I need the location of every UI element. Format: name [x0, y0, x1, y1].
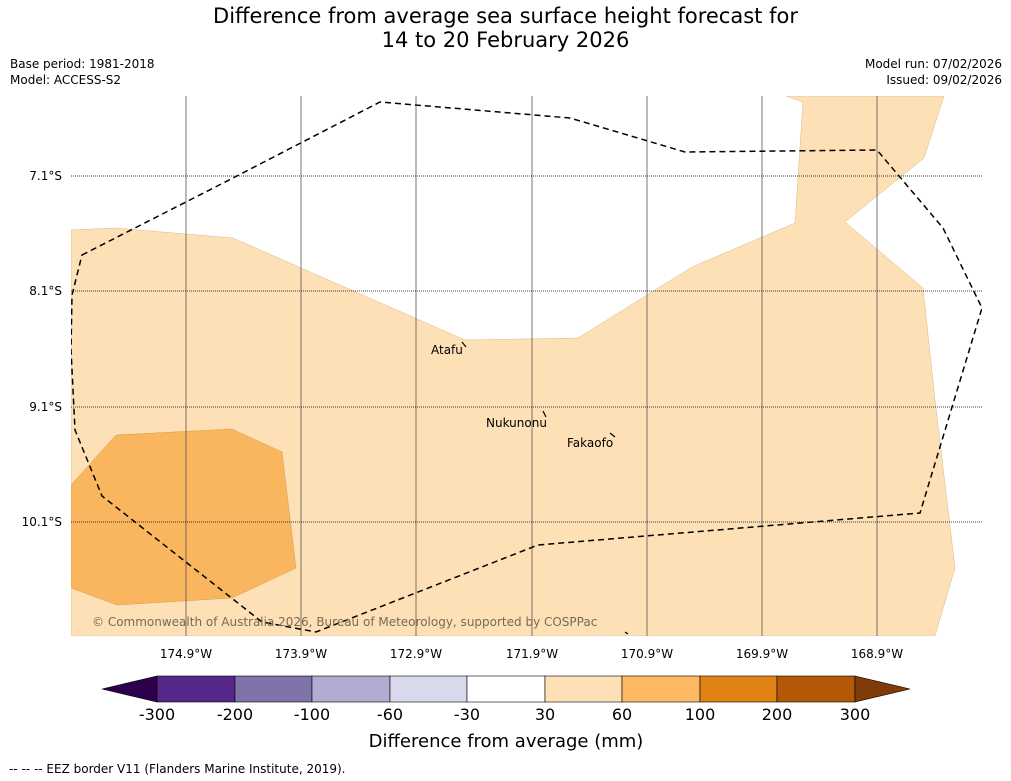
colorbar-tick: 30 — [535, 705, 555, 724]
colorbar-label: Difference from average (mm) — [369, 731, 644, 752]
colorbar-tick: -100 — [294, 705, 330, 724]
colorbar-tick: 300 — [840, 705, 871, 724]
chart-title: Difference from average sea surface heig… — [0, 4, 1011, 52]
region-30-60-main — [71, 96, 956, 636]
model-name: Model: ACCESS-S2 — [10, 73, 122, 87]
longitude-labels: 174.9°W 173.9°W 172.9°W 171.9°W 170.9°W … — [160, 647, 903, 661]
place-fakaofo: Fakaofo — [567, 436, 613, 450]
lon-label: 171.9°W — [506, 647, 558, 661]
lon-label: 174.9°W — [160, 647, 212, 661]
colorbar: -300 -200 -100 -60 -30 30 60 100 200 300… — [101, 675, 911, 752]
colorbar-tick: 60 — [612, 705, 632, 724]
lon-label: 169.9°W — [736, 647, 788, 661]
colorbar-extend-low — [101, 675, 158, 703]
region-60-100 — [71, 428, 297, 606]
latitude-labels: 7.1°S 8.1°S 9.1°S 10.1°S — [22, 169, 62, 529]
colorbar-segment — [234, 675, 313, 703]
base-period: Base period: 1981-2018 — [10, 57, 155, 71]
lat-label: 9.1°S — [29, 400, 62, 414]
colorbar-tick: -30 — [454, 705, 480, 724]
map-area: Atafu Nukunonu Fakaofo © Commonwealth of… — [71, 96, 982, 636]
longitude-gridlines — [185, 96, 878, 636]
eez-footnote: -- -- -- EEZ border V11 (Flanders Marine… — [9, 762, 346, 776]
colorbar-segment — [699, 675, 778, 703]
colorbar-tick: 100 — [685, 705, 716, 724]
colorbar-tick: -60 — [377, 705, 403, 724]
colorbar-segment — [389, 675, 468, 703]
colorbar-extend-high — [854, 675, 911, 703]
lon-label: 168.9°W — [851, 647, 903, 661]
lat-label: 10.1°S — [22, 515, 62, 529]
colorbar-segment — [621, 675, 701, 703]
colorbar-segment — [311, 675, 391, 703]
meta-right: Model run: 07/02/2026 Issued: 09/02/2026 — [865, 56, 1002, 88]
title-line-2: 14 to 20 February 2026 — [381, 28, 630, 52]
colorbar-segment — [776, 675, 856, 703]
place-nukunonu: Nukunonu — [486, 416, 547, 430]
lon-label: 172.9°W — [390, 647, 442, 661]
meta-left: Base period: 1981-2018 Model: ACCESS-S2 — [10, 56, 155, 88]
lon-label: 170.9°W — [621, 647, 673, 661]
eez-border — [71, 101, 982, 633]
colorbar-tick: 200 — [762, 705, 793, 724]
issued-date: Issued: 09/02/2026 — [886, 73, 1002, 87]
colorbar-segment — [544, 675, 623, 703]
model-run: Model run: 07/02/2026 — [864, 57, 1002, 71]
copyright-notice: © Commonwealth of Australia 2026, Bureau… — [92, 615, 597, 629]
colorbar-tick: -200 — [217, 705, 253, 724]
lat-label: 8.1°S — [29, 284, 62, 298]
colorbar-segment — [156, 675, 236, 703]
lon-label: 173.9°W — [275, 647, 327, 661]
fakaofo-island — [609, 432, 616, 438]
colorbar-tick: -300 — [139, 705, 175, 724]
title-line-1: Difference from average sea surface heig… — [213, 4, 798, 28]
nukunonu-island — [542, 410, 547, 418]
colorbar-segment — [466, 675, 546, 703]
lat-label: 7.1°S — [29, 169, 62, 183]
atafu-island — [461, 341, 467, 348]
place-atafu: Atafu — [431, 343, 463, 357]
islet-mark — [624, 631, 629, 635]
